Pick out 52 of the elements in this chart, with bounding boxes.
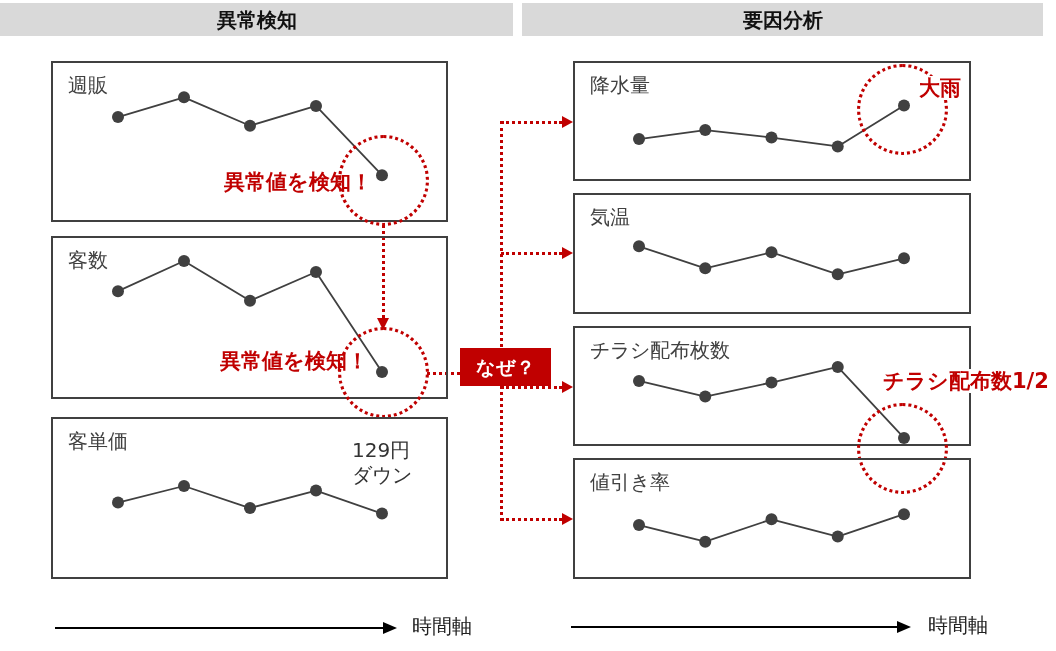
point xyxy=(765,246,778,259)
point xyxy=(112,285,124,298)
text: 要因分析 xyxy=(742,7,823,32)
point xyxy=(376,169,388,182)
chart-title: 降水量 xyxy=(590,72,650,99)
point xyxy=(178,255,190,267)
point xyxy=(178,91,190,104)
annotation: チラシ配布数1/2 xyxy=(883,369,1049,393)
point xyxy=(831,360,844,373)
x-axis-title: 時間軸 xyxy=(928,613,988,637)
annotation: 異常値を検知！ xyxy=(220,349,368,373)
point xyxy=(310,484,322,497)
point xyxy=(178,480,190,492)
point xyxy=(898,431,910,444)
point xyxy=(699,535,712,548)
point xyxy=(765,131,778,144)
point xyxy=(699,124,712,137)
chart-title: 客単価 xyxy=(68,428,128,455)
point xyxy=(376,365,388,378)
point xyxy=(765,376,778,389)
point xyxy=(244,502,256,515)
point xyxy=(765,513,778,526)
point xyxy=(699,262,712,275)
point xyxy=(112,111,124,124)
x-axis-title: 時間軸 xyxy=(412,614,472,638)
chart-title: 値引き率 xyxy=(590,469,670,496)
chart-title: 客数 xyxy=(68,247,108,274)
point xyxy=(310,265,322,278)
annotation: 129円ダウン xyxy=(352,438,413,488)
text: なぜ？ xyxy=(475,355,536,379)
point xyxy=(633,240,645,253)
point xyxy=(898,508,910,521)
point xyxy=(699,390,712,403)
text: 異常検知 xyxy=(216,7,297,32)
point xyxy=(633,374,645,387)
point xyxy=(633,519,645,532)
point xyxy=(831,530,844,543)
text: 大雨 xyxy=(919,76,961,100)
point xyxy=(898,252,910,265)
point xyxy=(244,119,256,132)
point xyxy=(244,294,256,307)
chart-title: 気温 xyxy=(590,204,630,231)
point xyxy=(112,496,124,509)
point xyxy=(831,140,844,153)
chart-title: チラシ配布枚数 xyxy=(590,337,730,364)
point xyxy=(633,133,645,146)
point xyxy=(898,99,910,112)
chart-title: 週販 xyxy=(68,72,108,99)
point xyxy=(831,268,844,281)
point xyxy=(376,507,388,520)
annotation: 異常値を検知！ xyxy=(224,170,372,194)
point xyxy=(310,99,322,112)
